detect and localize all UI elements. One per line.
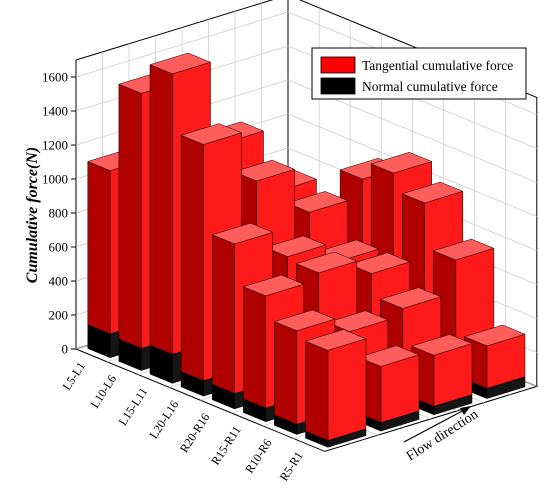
- y-tick-label: 1600: [42, 70, 68, 85]
- bar-tangential-top: [243, 274, 305, 297]
- bar-tangential-top: [380, 287, 442, 309]
- bar-tangential-top: [402, 181, 464, 204]
- y-tick-label: 800: [49, 206, 69, 221]
- bar-tangential-top: [305, 329, 367, 351]
- bar-tangential-top: [358, 345, 420, 367]
- flow-direction-arrow: [403, 408, 467, 443]
- bar-tangential-top: [180, 123, 242, 145]
- bar-tangential-top: [464, 324, 526, 347]
- bar-tangential-front: [327, 338, 367, 441]
- legend-label-tangential: Tangential cumulative force: [362, 58, 513, 73]
- legend-label-normal: Normal cumulative force: [362, 79, 498, 94]
- y-tick-label: 0: [62, 342, 69, 357]
- bar-tangential-top: [433, 238, 495, 261]
- category-label: L5-L1: [60, 359, 88, 392]
- bar-tangential-top: [296, 251, 358, 274]
- y-tick-label: 1000: [42, 172, 68, 187]
- legend: Tangential cumulative force Normal cumul…: [311, 47, 527, 100]
- bar-tangential-top: [370, 152, 432, 174]
- category-label: R15-R11: [208, 423, 243, 467]
- bar-tangential-top: [349, 252, 411, 274]
- bar-tangential-side: [274, 321, 298, 425]
- bar-tangential-top: [327, 310, 389, 332]
- bar-tangential-top: [264, 235, 326, 257]
- category-label: R10-R6: [242, 436, 274, 476]
- legend-swatch-tangential: [320, 56, 356, 74]
- category-label: L20-L16: [146, 398, 181, 441]
- y-tick-label: 400: [49, 274, 69, 289]
- bar-tangential-top: [233, 159, 295, 182]
- y-tick-label: 200: [49, 308, 69, 323]
- bar-tangential-side: [87, 161, 111, 335]
- bar-tangential-side: [243, 286, 266, 409]
- bar-tangential-side: [118, 83, 142, 349]
- y-tick-label: 600: [49, 240, 69, 255]
- bar-tangential-side: [180, 135, 204, 382]
- bar-tangential-side: [211, 234, 235, 394]
- bar-tangential-top: [211, 222, 273, 245]
- bar-tangential-top: [149, 52, 211, 75]
- legend-swatch-normal: [320, 77, 356, 95]
- bar-tangential-side: [149, 64, 173, 355]
- category-label: L15-L11: [116, 385, 151, 428]
- y-tick-label: 1200: [42, 138, 68, 153]
- bar-tangential-top: [286, 191, 348, 213]
- category-label: R5-R1: [277, 449, 306, 483]
- flow-direction-arrowhead: [460, 406, 471, 415]
- bar-tangential-top: [411, 334, 473, 356]
- bar-tangential-side: [305, 340, 329, 441]
- y-tick-label: 1400: [42, 104, 68, 119]
- y-axis-title: Cumulative force(N): [24, 147, 41, 283]
- category-label: L10-L6: [88, 372, 120, 410]
- category-label: R20-R16: [177, 411, 213, 456]
- bar-tangential-top: [274, 309, 336, 332]
